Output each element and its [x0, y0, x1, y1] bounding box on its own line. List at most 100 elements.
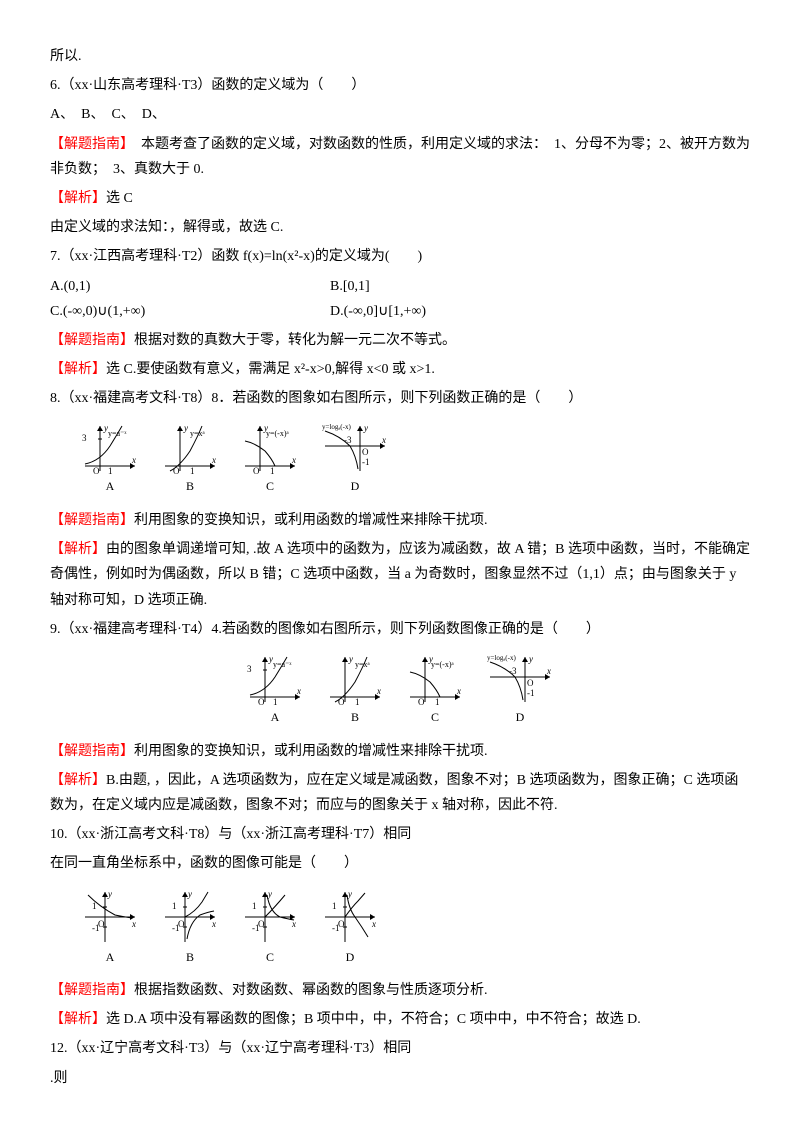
svg-text:-1: -1 — [527, 688, 535, 698]
q6-analysis2: 由定义域的求法知：，解得或，故选 C. — [50, 215, 750, 240]
graph-b: O 1 x y y=xᵃ B — [325, 652, 385, 729]
svg-text:O: O — [418, 697, 425, 707]
intro-text: 所以. — [50, 44, 750, 69]
svg-text:-1: -1 — [362, 457, 370, 467]
q10-title: 10.（xx·浙江高考文科·T8）与（xx·浙江高考理科·T7）相同 — [50, 822, 750, 847]
svg-text:y: y — [267, 889, 272, 899]
svg-text:O: O — [338, 697, 345, 707]
q8-analysis: 【解析】由的图象单调递增可知, .故 A 选项中的函数为，应该为减函数，故 A … — [50, 537, 750, 613]
analysis-text: 选 C — [106, 191, 133, 206]
svg-text:O: O — [258, 697, 265, 707]
q7-opt-b: B.[0,1] — [330, 274, 370, 299]
q9-guide: 【解题指南】利用图象的变换知识，或利用函数的增减性来排除干扰项. — [50, 739, 750, 764]
q8-graphs: 3 O 1 x y y=a⁻ˣ A O 1 x y y=xᵃ B — [80, 421, 750, 498]
svg-text:y=a⁻ˣ: y=a⁻ˣ — [273, 660, 292, 669]
q7-opt-c: C.(-∞,0)∪(1,+∞) — [50, 299, 330, 324]
svg-text:y: y — [187, 889, 192, 899]
svg-text:y: y — [348, 654, 353, 664]
svg-text:1: 1 — [332, 901, 337, 911]
guide-label: 【解题指南】 — [50, 983, 134, 998]
q10-graphs: 1 -1 O x y A 1 -1 O x y B — [80, 887, 750, 969]
q6-options: A、 B、 C、 D、 — [50, 102, 750, 127]
svg-text:1: 1 — [435, 697, 440, 707]
svg-text:y: y — [528, 654, 533, 664]
graph-label: B — [186, 947, 194, 969]
svg-text:y=xᵃ: y=xᵃ — [190, 429, 206, 438]
svg-text:O: O — [98, 919, 105, 929]
guide-label: 【解题指南】 — [50, 137, 127, 152]
analysis-label: 【解析】 — [50, 542, 106, 557]
analysis-label: 【解析】 — [50, 1012, 106, 1027]
svg-text:y: y — [107, 889, 112, 899]
svg-text:y=xᵃ: y=xᵃ — [355, 660, 371, 669]
svg-text:x: x — [456, 686, 461, 696]
q7-opt-d: D.(-∞,0]∪[1,+∞) — [330, 299, 426, 324]
svg-text:y: y — [347, 889, 352, 899]
svg-text:x: x — [381, 435, 386, 445]
q12-sub: .则 — [50, 1066, 750, 1091]
svg-text:1: 1 — [252, 901, 257, 911]
q10-sub: 在同一直角坐标系中，函数的图像可能是（ ） — [50, 851, 750, 876]
guide-text: 利用图象的变换知识，或利用函数的增减性来排除干扰项. — [134, 744, 488, 759]
q6-analysis: 【解析】选 C — [50, 186, 750, 211]
graph-label: C — [266, 947, 274, 969]
svg-text:y=a⁻ˣ: y=a⁻ˣ — [108, 429, 127, 438]
graph-label: A — [106, 476, 115, 498]
svg-text:O: O — [178, 919, 185, 929]
svg-text:y: y — [363, 423, 368, 433]
graph-c: O 1 x y y=(-x)ᵃ C — [405, 652, 465, 729]
svg-text:-3: -3 — [509, 666, 517, 676]
svg-text:x: x — [211, 455, 216, 465]
svg-text:x: x — [291, 919, 296, 929]
analysis-label: 【解析】 — [50, 191, 106, 206]
svg-text:x: x — [546, 666, 551, 676]
svg-text:O: O — [362, 447, 369, 457]
svg-text:-3: -3 — [344, 435, 352, 445]
graph-d: -3 O -1 x y y=logₐ(-x) D — [485, 652, 555, 729]
q7-guide: 【解题指南】根据对数的真数大于零，转化为解一元二次不等式。 — [50, 328, 750, 353]
q10-guide: 【解题指南】根据指数函数、对数函数、幂函数的图象与性质逐项分析. — [50, 978, 750, 1003]
guide-label: 【解题指南】 — [50, 333, 134, 348]
graph-b: O 1 x y y=xᵃ B — [160, 421, 220, 498]
svg-text:1: 1 — [172, 901, 177, 911]
graph-label: D — [346, 947, 355, 969]
graph-label: D — [516, 707, 525, 729]
guide-text: 根据对数的真数大于零，转化为解一元二次不等式。 — [134, 333, 456, 348]
analysis-text: 选 D.A 项中没有幂函数的图像；B 项中中，中，不符合；C 项中中，中不符合；… — [106, 1012, 641, 1027]
guide-text: 本题考查了函数的定义域，对数函数的性质，利用定义域的求法： 1、分母不为零；2、… — [50, 137, 750, 177]
q7-opts-cd: C.(-∞,0)∪(1,+∞) D.(-∞,0]∪[1,+∞) — [50, 299, 750, 324]
svg-text:y=logₐ(-x): y=logₐ(-x) — [322, 423, 351, 431]
svg-text:3: 3 — [82, 433, 87, 443]
q9-graphs: 3 O 1 x y y=a⁻ˣ A O 1 x y y=xᵃ B — [50, 652, 750, 729]
graph-a: 3 O 1 x y y=a⁻ˣ A — [245, 652, 305, 729]
svg-text:x: x — [211, 919, 216, 929]
graph-label: C — [431, 707, 439, 729]
graph-label: A — [106, 947, 115, 969]
svg-text:1: 1 — [273, 697, 278, 707]
q12-title: 12.（xx·辽宁高考文科·T3）与（xx·辽宁高考理科·T3）相同 — [50, 1036, 750, 1061]
svg-text:y=(-x)ᵃ: y=(-x)ᵃ — [266, 429, 290, 438]
q8-title: 8.（xx·福建高考文科·T8）8．若函数的图象如右图所示，则下列函数正确的是（… — [50, 386, 750, 411]
svg-text:1: 1 — [190, 466, 195, 476]
svg-text:x: x — [296, 686, 301, 696]
graph-label: C — [266, 476, 274, 498]
graph-c: O 1 x y y=(-x)ᵃ C — [240, 421, 300, 498]
svg-text:y: y — [183, 423, 188, 433]
svg-text:1: 1 — [92, 901, 97, 911]
analysis-text: 选 C.要使函数有意义，需满足 x²-x>0,解得 x<0 或 x>1. — [106, 362, 435, 377]
graph-label: D — [351, 476, 360, 498]
svg-text:O: O — [93, 466, 100, 476]
analysis-label: 【解析】 — [50, 773, 106, 788]
q6-guide: 【解题指南】 本题考查了函数的定义域，对数函数的性质，利用定义域的求法： 1、分… — [50, 132, 750, 182]
svg-text:1: 1 — [270, 466, 275, 476]
graph-a: 3 O 1 x y y=a⁻ˣ A — [80, 421, 140, 498]
guide-text: 根据指数函数、对数函数、幂函数的图象与性质逐项分析. — [134, 983, 488, 998]
svg-text:x: x — [131, 455, 136, 465]
guide-label: 【解题指南】 — [50, 744, 134, 759]
svg-text:O: O — [527, 678, 534, 688]
graph-label: A — [271, 707, 280, 729]
q7-title: 7.（xx·江西高考理科·T2）函数 f(x)=ln(x²-x)的定义域为( ) — [50, 244, 750, 269]
graph-d: -3 O -1 x y y=logₐ(-x) D — [320, 421, 390, 498]
graph-c: 1 -1 O x y C — [240, 887, 300, 969]
analysis-text: B.由题, ，因此，A 选项函数为，应在定义域是减函数，图象不对；B 选项函数为… — [50, 773, 738, 813]
